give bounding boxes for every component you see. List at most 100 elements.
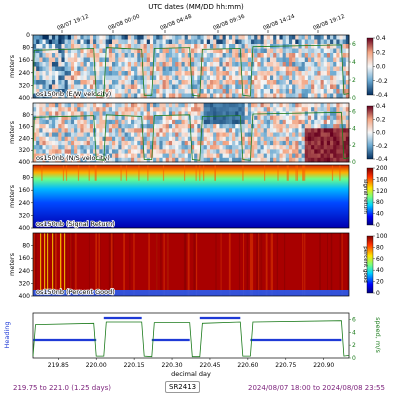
heatmap-cell [51,140,56,146]
heatmap-cell [61,89,65,94]
heatmap-cell [178,66,182,72]
heatmap-cell [175,136,179,142]
heatmap-cell [89,84,94,90]
heatmap-cell [194,39,198,45]
heatmap-cell [105,57,110,63]
heatmap-cell [61,44,65,49]
heatmap-cell [86,66,91,72]
heatmap-cell [96,128,100,133]
x-tick-label: 220.60 [237,362,258,369]
heatmap-cell [181,57,186,63]
heatmap-cell [77,136,81,142]
heatmap-cell [320,39,325,45]
heatmap-cell [260,124,265,129]
heatmap-cell [67,124,72,129]
heatmap-cell [244,128,249,133]
heatmap-cell [292,39,296,45]
heatmap-cell [102,128,107,133]
heatmap-cell [241,66,246,72]
heatmap-cell [137,62,141,67]
heatmap-cell [342,128,347,133]
heatmap-cell [314,128,318,133]
heatmap-cell [288,132,293,138]
heatmap-cell [197,103,201,108]
heatmap-cell [61,93,65,99]
heatmap-cell [55,48,59,54]
heatmap-cell [146,48,151,54]
heatmap-cell [307,111,312,117]
heatmap-cell [102,39,107,45]
heatmap-cell [333,62,337,67]
heatmap-cell [345,145,350,150]
heatmap-cell [89,57,94,63]
heatmap-cell [149,48,154,54]
heatmap-cell [99,44,103,49]
heatmap-cell [314,153,318,159]
heatmap-cell [175,71,179,76]
heatmap-cell [74,48,78,54]
heatmap-cell [33,124,37,129]
heatmap-cell [172,153,176,159]
heatmap-cell [112,115,116,121]
heatmap-cell [244,62,249,67]
heatmap-cell [134,48,138,54]
heatmap-cell [216,111,220,117]
percent-good-streak [108,233,111,296]
heatmap-cell [307,75,312,81]
heatmap-cell [184,136,189,142]
heatmap-cell [108,136,113,142]
heatmap-cell [108,44,113,49]
heatmap-cell [247,35,252,40]
heatmap-cell [140,66,144,72]
heatmap-cell [273,107,277,112]
heatmap-cell [222,44,227,49]
heatmap-cell [307,157,312,163]
heatmap-cell [162,84,167,90]
heatmap-cell [317,140,321,146]
heatmap-cell [96,103,100,108]
percent-good-streak [258,233,261,296]
heatmap-cell [168,132,173,138]
heatmap-cell [146,35,151,40]
heatmap-cell [276,149,280,154]
heatmap-cell [33,48,37,54]
heatmap-cell [112,111,116,117]
heatmap-cell [285,111,290,117]
heatmap-cell [244,48,249,54]
heatmap-cell [45,93,50,99]
heatmap-cell [127,140,132,146]
heatmap-cell [187,44,192,49]
heatmap-cell [121,39,126,45]
heatmap-cell [200,84,205,90]
heatmap-cell [336,84,340,90]
heatmap-cell [235,44,239,49]
heatmap-cell [70,57,75,63]
heatmap-cell [260,153,265,159]
heatmap-cell [307,39,312,45]
heatmap-cell [70,71,75,76]
heatmap-cell [333,107,337,112]
percent-good-streak [341,233,343,296]
heatmap-cell [247,39,252,45]
heatmap-cell [175,35,179,40]
heatmap-cell [200,111,205,117]
heatmap-cell [339,53,344,58]
heatmap-cell [311,136,315,142]
heatmap-cell [165,71,170,76]
y-axis-label: meters [8,252,16,276]
colorbar-label: signal return [362,179,368,214]
top-axis-title: UTC dates (MM/DD hh:mm) [148,3,244,11]
heatmap-cell [251,132,255,138]
heatmap-cell [219,89,223,94]
heatmap-cell [213,115,217,121]
heatmap-cell [342,107,347,112]
heatmap-cell [311,153,315,159]
heatmap-cell [219,53,223,58]
heatmap-cell [200,103,205,108]
colorbar-tick-label: 0.4 [376,35,386,42]
heatmap-cell [149,107,154,112]
y-tick-label: 240 [19,135,31,142]
heatmap-cell [298,157,302,163]
heatmap-cell [326,149,331,154]
heatmap-cell [301,89,306,94]
